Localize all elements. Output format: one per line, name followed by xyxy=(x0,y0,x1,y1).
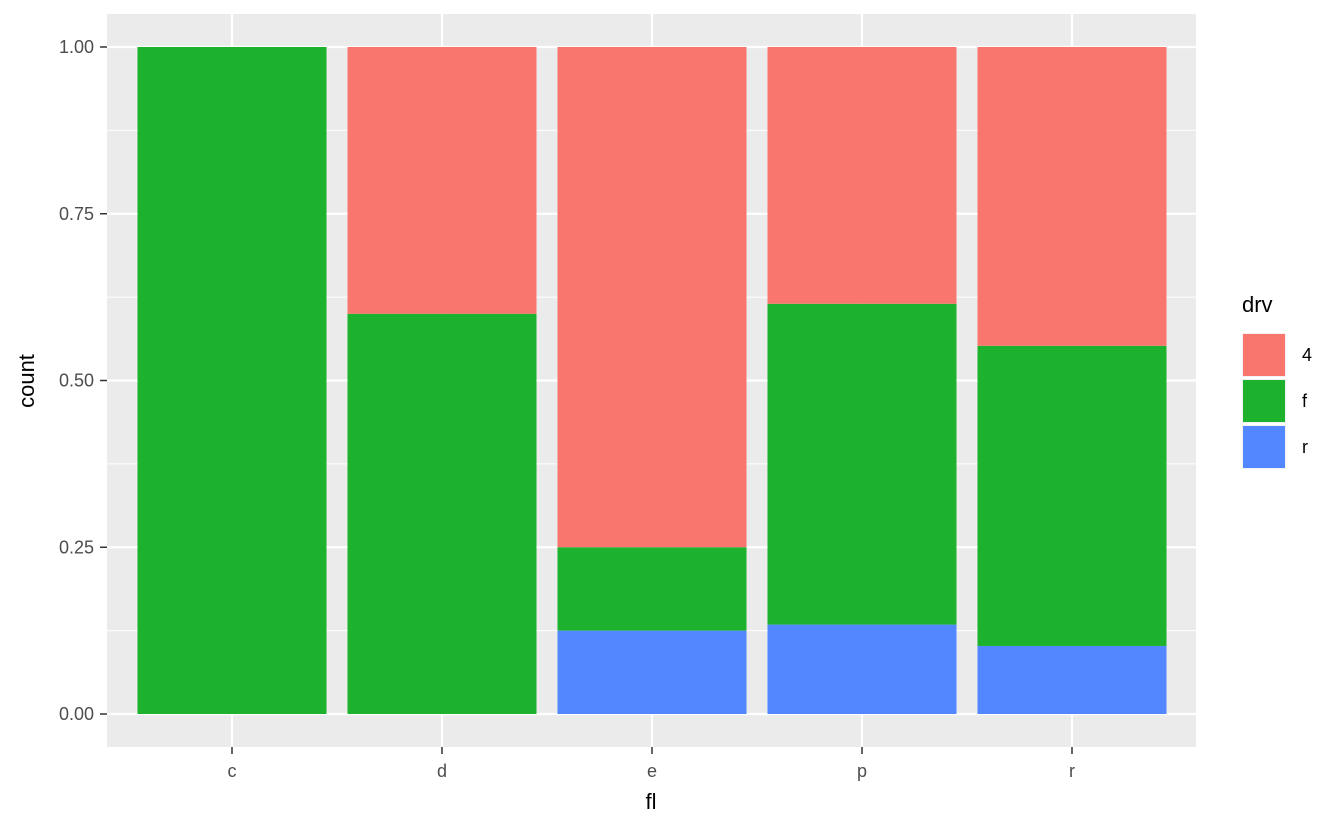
legend-key-f xyxy=(1243,380,1285,422)
y-tick-label: 0.50 xyxy=(59,371,94,391)
bars xyxy=(137,47,1167,714)
x-tick-label: p xyxy=(857,761,867,781)
bar-segment-r-r xyxy=(977,645,1167,714)
bar-segment-e-4 xyxy=(557,47,747,548)
bar-segment-p-4 xyxy=(767,47,957,304)
legend-label-f: f xyxy=(1302,391,1308,411)
legend-title: drv xyxy=(1242,292,1273,317)
legend-key-4 xyxy=(1243,334,1285,376)
x-tick-label: c xyxy=(228,761,237,781)
bar-segment-e-f xyxy=(557,547,747,631)
y-tick-label: 0.00 xyxy=(59,704,94,724)
x-axis-title: fl xyxy=(646,789,657,814)
bar-segment-r-f xyxy=(977,345,1167,646)
legend-label-r: r xyxy=(1302,437,1308,457)
bar-segment-p-f xyxy=(767,303,957,625)
bar-segment-c-f xyxy=(137,47,327,714)
y-axis: 0.00 0.25 0.50 0.75 1.00 xyxy=(59,37,107,724)
x-tick-label: r xyxy=(1069,761,1075,781)
bar-segment-p-r xyxy=(767,624,957,714)
legend-key-r xyxy=(1243,426,1285,468)
y-tick-label: 0.75 xyxy=(59,204,94,224)
bar-segment-e-r xyxy=(557,630,747,714)
y-axis-title: count xyxy=(14,354,39,408)
bar-segment-d-f xyxy=(347,313,537,714)
legend-label-4: 4 xyxy=(1302,345,1312,365)
bar-segment-r-4 xyxy=(977,47,1167,346)
x-tick-label: e xyxy=(647,761,657,781)
x-tick-label: d xyxy=(437,761,447,781)
y-tick-label: 0.25 xyxy=(59,537,94,557)
bar-segment-d-4 xyxy=(347,47,537,314)
y-tick-label: 1.00 xyxy=(59,37,94,57)
legend: drv 4 f r xyxy=(1242,292,1312,469)
